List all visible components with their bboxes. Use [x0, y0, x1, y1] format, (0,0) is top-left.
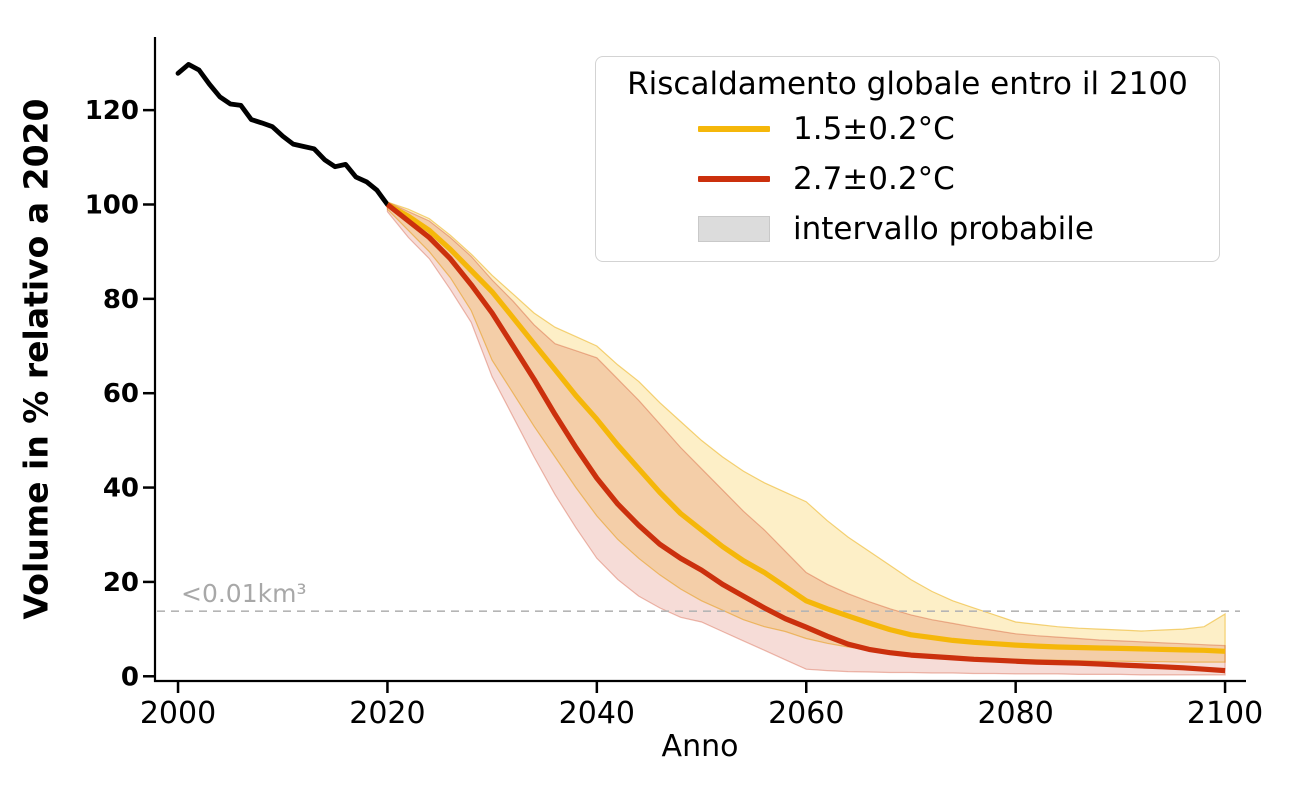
legend: Riscaldamento globale entro il 2100 1.5±… [595, 56, 1220, 262]
legend-item-likely-range: intervallo probabile [596, 204, 1219, 254]
legend-line-swatch-2p7 [698, 176, 770, 182]
line-2p7 [385, 202, 1226, 674]
legend-title: Riscaldamento globale entro il 2100 [627, 66, 1188, 102]
legend-label-1p5: 1.5±0.2°C [793, 111, 955, 147]
band-scenario_2p7 [386, 201, 1226, 676]
y-tick-label: 20 [103, 568, 139, 598]
y-axis-title: Volume in % relativo a 2020 [16, 98, 56, 620]
x-tick-label: 2080 [977, 696, 1053, 731]
x-axis-title: Anno [661, 729, 739, 764]
x-tick-label: 2060 [768, 696, 844, 731]
y-tick-label: 60 [103, 379, 139, 409]
legend-label-2p7: 2.7±0.2°C [793, 161, 955, 197]
y-tick-label: 0 [121, 662, 139, 692]
y-tick-label: 120 [85, 96, 139, 126]
historical-line [175, 62, 390, 207]
legend-item-2p7: 2.7±0.2°C [596, 154, 1219, 204]
legend-box-swatch-likely-range [698, 216, 770, 242]
x-tick-label: 2020 [349, 696, 425, 731]
legend-line-swatch-1p5 [698, 126, 770, 132]
legend-label-likely-range: intervallo probabile [793, 211, 1094, 247]
line-1p5 [386, 202, 1226, 654]
y-tick-label: 80 [103, 285, 139, 315]
threshold-annotation: <0.01km³ [181, 579, 307, 608]
y-tick-label: 100 [85, 190, 139, 220]
x-tick-label: 2100 [1187, 696, 1263, 731]
band-scenario_1p5 [386, 201, 1226, 663]
y-tick-label: 40 [103, 474, 139, 504]
x-tick-label: 2000 [140, 696, 216, 731]
legend-item-1p5: 1.5±0.2°C [596, 104, 1219, 154]
x-tick-label: 2040 [559, 696, 635, 731]
